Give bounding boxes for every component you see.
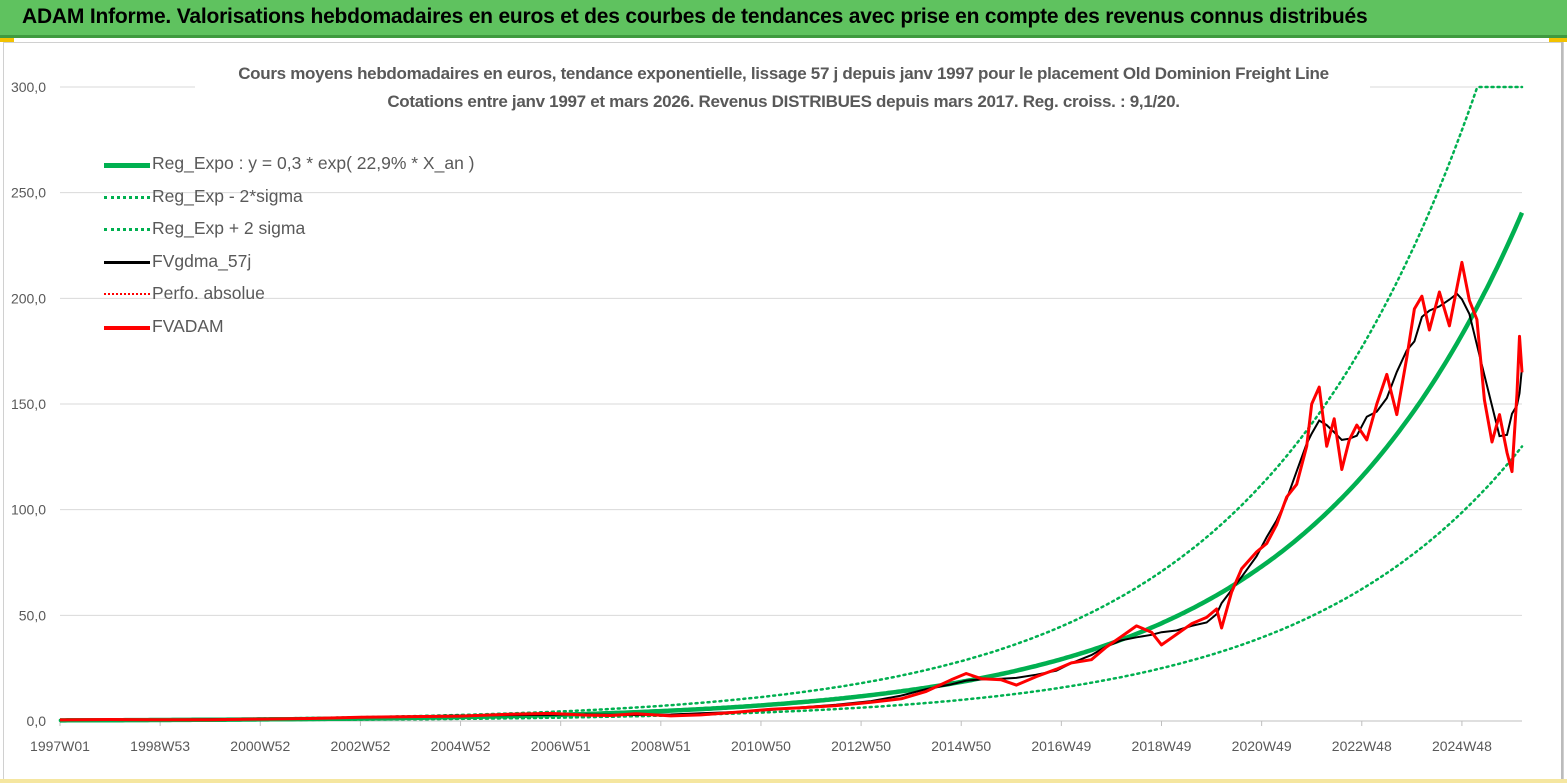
x-tick-label: 2002W52 bbox=[330, 738, 390, 754]
y-tick-label: 150,0 bbox=[11, 396, 46, 412]
legend-label-reg-exp-plus: Reg_Exp + 2 sigma bbox=[152, 218, 306, 238]
banner-accent-left bbox=[0, 38, 14, 42]
report-banner: ADAM Informe. Valorisations hebdomadaire… bbox=[0, 0, 1567, 38]
x-tick-label: 2008W51 bbox=[631, 738, 691, 754]
chart-frame-edge bbox=[1561, 42, 1563, 780]
x-tick-label: 2012W50 bbox=[831, 738, 891, 754]
y-tick-label: 250,0 bbox=[11, 185, 46, 201]
chart-title-line-1: Cours moyens hebdomadaires en euros, ten… bbox=[238, 64, 1329, 83]
x-tick-label: 2020W49 bbox=[1232, 738, 1292, 754]
x-tick-label: 1998W53 bbox=[130, 738, 190, 754]
legend-label-perfo-absolue: Perfo. absolue bbox=[152, 283, 265, 303]
banner-accent-right bbox=[1549, 38, 1567, 42]
bottom-strip bbox=[0, 779, 1567, 783]
legend-label-fvgdma: FVgdma_57j bbox=[152, 250, 252, 271]
legend-swatch-reg-exp-plus bbox=[104, 228, 150, 231]
legend-swatch-fvadam bbox=[104, 325, 150, 330]
x-tick-label: 2000W52 bbox=[230, 738, 290, 754]
series-reg-exp-minus-2-sigma bbox=[58, 445, 1524, 722]
y-tick-label: 50,0 bbox=[19, 607, 46, 623]
x-tick-label: 1997W01 bbox=[30, 738, 90, 754]
x-tick-label: 2018W49 bbox=[1132, 738, 1192, 754]
series-reg-exp-plus-2-sigma bbox=[58, 85, 1524, 722]
x-tick-label: 2006W51 bbox=[531, 738, 591, 754]
legend-label-reg-expo: Reg_Expo : y = 0,3 * exp( 22,9% * X_an ) bbox=[152, 153, 475, 173]
y-tick-label: 200,0 bbox=[11, 290, 46, 306]
legend-swatch-fvgdma bbox=[104, 260, 150, 264]
x-tick-label: 2010W50 bbox=[731, 738, 791, 754]
x-tick-label: 2022W48 bbox=[1332, 738, 1392, 754]
chart-title-line-2: Cotations entre janv 1997 et mars 2026. … bbox=[387, 92, 1180, 111]
y-tick-label: 100,0 bbox=[11, 502, 46, 518]
legend-swatch-perfo-absolue bbox=[104, 293, 150, 295]
y-tick-label: 300,0 bbox=[11, 79, 46, 95]
legend-label-reg-exp-minus: Reg_Exp - 2*sigma bbox=[152, 185, 303, 206]
series-fvgdma-57j bbox=[60, 292, 1523, 721]
x-tick-label: 2016W49 bbox=[1031, 738, 1091, 754]
series-fvadam bbox=[59, 260, 1524, 722]
x-tick-label: 2014W50 bbox=[931, 738, 991, 754]
y-tick-label: 0,0 bbox=[27, 713, 47, 729]
legend-swatch-reg-expo bbox=[104, 163, 150, 168]
x-tick-label: 2024W48 bbox=[1432, 738, 1492, 754]
report-title: ADAM Informe. Valorisations hebdomadaire… bbox=[22, 5, 1368, 28]
x-tick-label: 2004W52 bbox=[431, 738, 491, 754]
legend-swatch-reg-exp-minus bbox=[104, 195, 150, 199]
legend-label-fvadam: FVADAM bbox=[152, 315, 224, 336]
chart-title-background bbox=[195, 62, 1370, 114]
